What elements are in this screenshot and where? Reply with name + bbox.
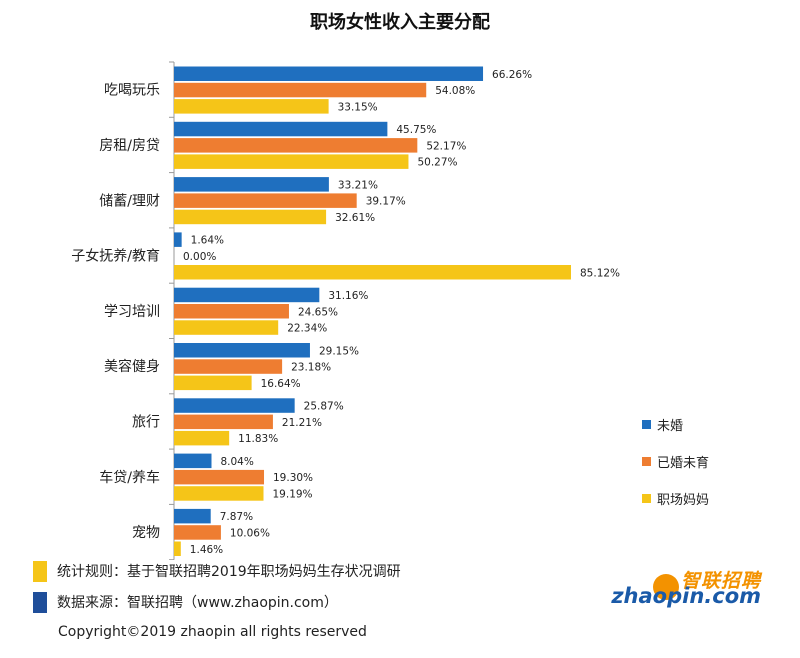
note-source-swatch (33, 591, 47, 613)
legend-item-married-no-child: 已婚未育 (642, 451, 709, 471)
data-label: 1.46% (190, 544, 223, 556)
bar-mom (174, 486, 264, 501)
data-label: 24.65% (298, 306, 338, 318)
category-label: 宠物 (132, 525, 160, 541)
category-label: 车贷/养车 (99, 469, 160, 486)
footnotes: 统计规则：基于智联招聘2019年职场妈妈生存状况调研 数据来源：智联招聘（www… (33, 560, 401, 622)
bar-unmarried (174, 398, 295, 413)
legend-item-unmarried: 未婚 (642, 414, 709, 434)
category-label: 旅行 (132, 414, 160, 430)
category-label: 学习培训 (104, 304, 160, 320)
note-rule: 统计规则：基于智联招聘2019年职场妈妈生存状况调研 (33, 560, 401, 582)
bar-mom (174, 265, 571, 280)
data-label: 7.87% (220, 511, 253, 523)
data-label: 54.08% (435, 85, 475, 97)
copyright: Copyright©2019 zhaopin all rights reserv… (58, 624, 367, 640)
bar-married-no-child (174, 359, 283, 374)
data-label: 19.19% (273, 488, 313, 500)
bar-married-no-child (174, 138, 418, 153)
data-label: 32.61% (335, 212, 375, 224)
data-label: 45.75% (396, 124, 436, 136)
data-label: 25.87% (304, 401, 344, 413)
data-label: 33.21% (338, 179, 378, 191)
bar-unmarried (174, 508, 211, 524)
data-label: 66.26% (492, 69, 532, 81)
legend-label: 已婚未育 (657, 455, 710, 471)
note-source: 数据来源：智联招聘（www.zhaopin.com） (33, 591, 401, 613)
bars-layer (174, 66, 571, 556)
bar-unmarried (174, 232, 182, 247)
bar-unmarried (174, 66, 484, 81)
bar-unmarried (174, 343, 310, 358)
data-label: 31.16% (328, 290, 368, 302)
data-label: 19.30% (273, 472, 313, 484)
bar-unmarried (174, 287, 320, 303)
data-label: 16.64% (261, 378, 301, 390)
axis-layer (169, 61, 175, 560)
data-label: 0.00% (183, 251, 216, 263)
bar-married-no-child (174, 414, 273, 430)
data-label: 1.64% (191, 235, 224, 247)
data-label: 52.17% (426, 140, 466, 152)
logo-cn-text: 智联招聘 (680, 570, 761, 592)
data-label: 11.83% (238, 433, 278, 445)
bar-mom (174, 154, 409, 169)
legend-swatch-married-no-child (642, 456, 651, 466)
category-label: 房租/房贷 (99, 138, 160, 154)
bar-married-no-child (174, 82, 427, 98)
note-source-text: 数据来源：智联招聘（www.zhaopin.com） (57, 595, 338, 611)
data-label: 21.21% (282, 417, 322, 429)
category-label: 储蓄/理财 (99, 193, 160, 209)
data-label: 85.12% (580, 267, 620, 279)
bar-mom (174, 320, 279, 335)
data-label: 23.18% (291, 362, 331, 374)
legend-swatch-unmarried (642, 419, 651, 429)
bar-mom (174, 99, 329, 114)
zhaopin-logo: 智联招聘 zhaopin.com (611, 566, 765, 610)
note-rule-swatch (33, 560, 47, 582)
data-label: 8.04% (220, 456, 253, 468)
bar-married-no-child (174, 469, 265, 485)
chart-title: 职场女性收入主要分配 (310, 12, 490, 33)
legend: 未婚 已婚未育 职场妈妈 (642, 414, 709, 525)
bar-married-no-child (174, 304, 289, 319)
bar-unmarried (174, 177, 329, 192)
bar-unmarried (174, 121, 388, 137)
data-label: 33.15% (338, 101, 378, 113)
legend-label: 未婚 (657, 418, 684, 434)
logo-mark-icon (653, 574, 679, 600)
data-label: 39.17% (366, 196, 406, 208)
bar-mom (174, 541, 181, 556)
legend-item-mom: 职场妈妈 (642, 488, 709, 508)
bar-mom (174, 430, 230, 446)
bar-unmarried (174, 453, 212, 469)
category-label: 美容健身 (104, 358, 160, 375)
data-label: 22.34% (287, 323, 327, 335)
bar-married-no-child (174, 193, 357, 208)
labels-layer: 吃喝玩乐 66.26% 54.08% 33.15% 房租/房贷 45.75% 52.17% 5… (71, 69, 620, 556)
bar-mom (174, 209, 327, 225)
data-label: 10.06% (230, 527, 270, 539)
logo-en-text: zhaopin.com (611, 584, 761, 608)
data-label: 29.15% (319, 345, 359, 357)
bar-mom (174, 375, 252, 391)
bar-chart: 吃喝玩乐 66.26% 54.08% 33.15% 房租/房贷 45.75% 52.17% 5… (71, 61, 620, 560)
bar-married-no-child (174, 525, 221, 540)
legend-swatch-mom (642, 493, 651, 503)
legend-label: 职场妈妈 (657, 492, 710, 508)
data-label: 50.27% (417, 157, 457, 169)
note-rule-text: 统计规则：基于智联招聘2019年职场妈妈生存状况调研 (57, 564, 401, 580)
category-label: 吃喝玩乐 (104, 83, 160, 99)
category-label: 子女抚养/教育 (71, 248, 160, 265)
